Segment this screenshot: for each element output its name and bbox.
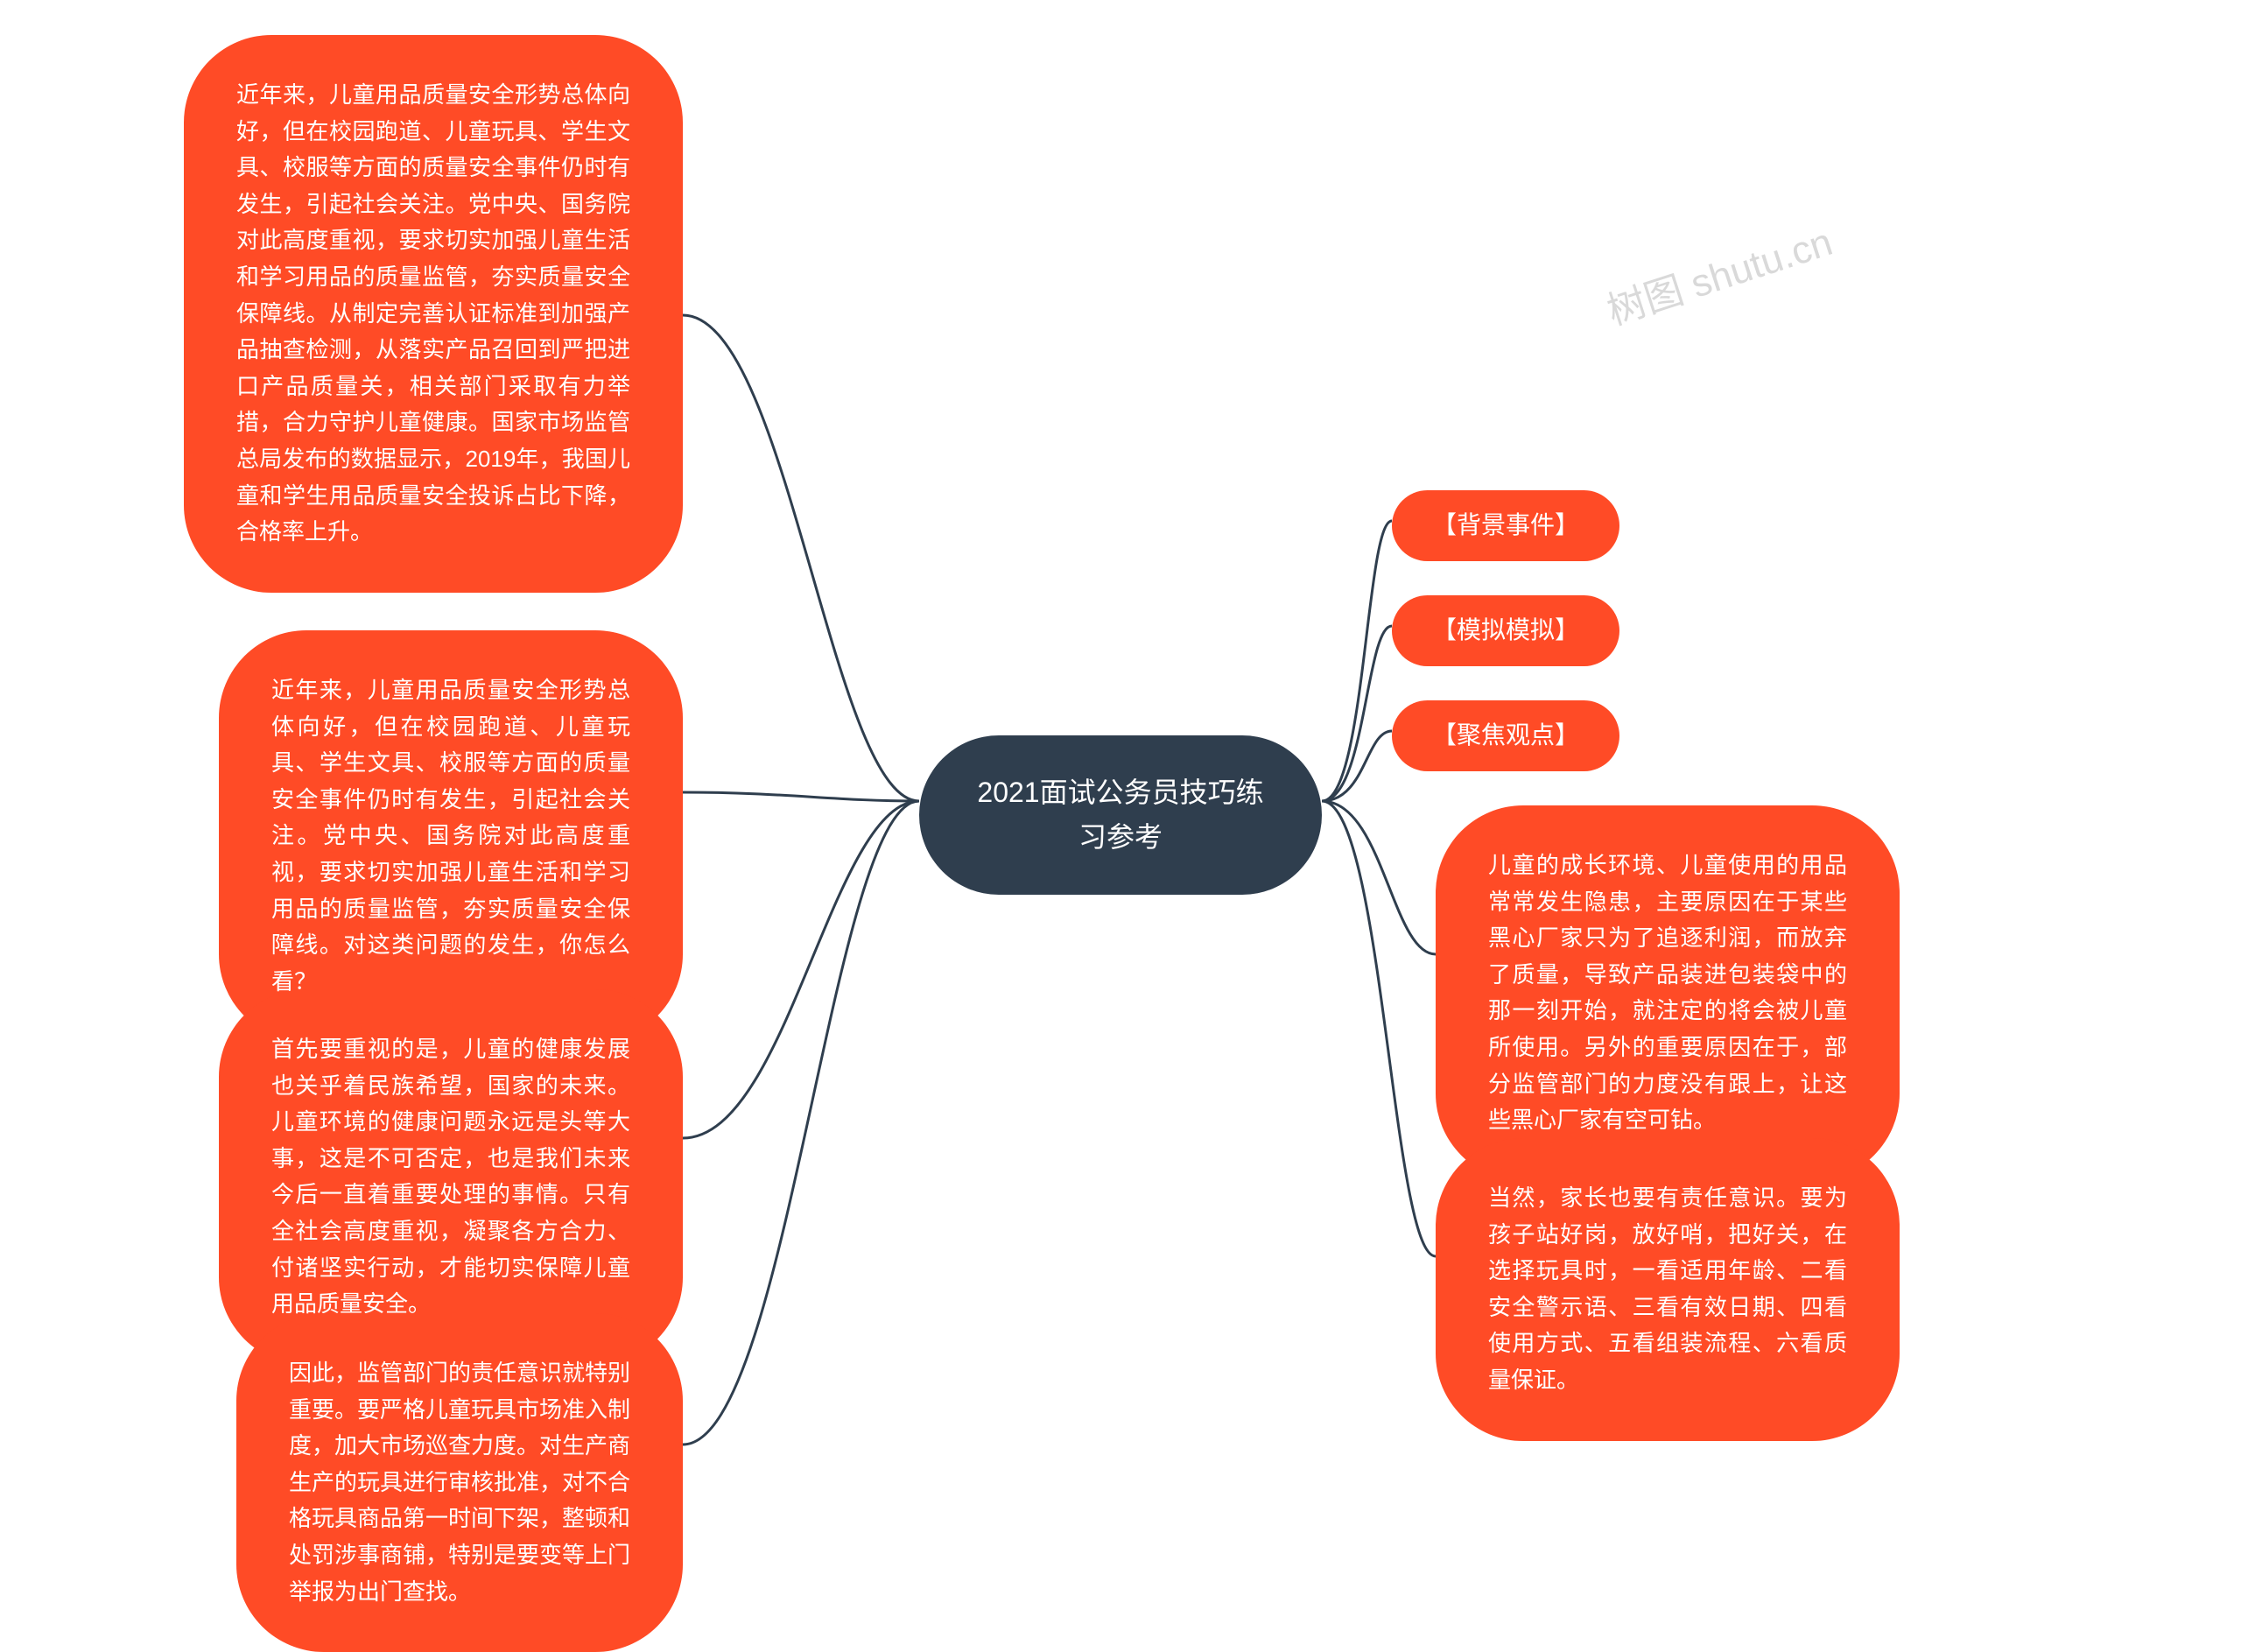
node-text: 因此，监管部门的责任意识就特别重要。要严格儿童玩具市场准入制度，加大市场巡查力度… (289, 1355, 630, 1610)
node-text: 近年来，儿童用品质量安全形势总体向好，但在校园跑道、儿童玩具、学生文具、校服等方… (236, 77, 630, 551)
left-node-1[interactable]: 近年来，儿童用品质量安全形势总体向好，但在校园跑道、儿童玩具、学生文具、校服等方… (184, 35, 683, 593)
center-node[interactable]: 2021面试公务员技巧练习参考 (919, 735, 1322, 895)
right-pill-focus[interactable]: 【聚焦观点】 (1392, 700, 1619, 771)
node-text: 儿童的成长环境、儿童使用的用品常常发生隐患，主要原因在于某些黑心厂家只为了追逐利… (1488, 847, 1847, 1139)
right-node-2[interactable]: 当然，家长也要有责任意识。要为孩子站好岗，放好哨，把好关，在选择玩具时，一看适用… (1436, 1138, 1900, 1441)
pill-label: 【背景事件】 (1432, 506, 1579, 545)
left-node-3[interactable]: 首先要重视的是，儿童的健康发展也关乎着民族希望，国家的未来。儿童环境的健康问题永… (219, 989, 683, 1365)
right-node-1[interactable]: 儿童的成长环境、儿童使用的用品常常发生隐患，主要原因在于某些黑心厂家只为了追逐利… (1436, 805, 1900, 1181)
pill-label: 【聚焦观点】 (1432, 716, 1579, 756)
node-text: 近年来，儿童用品质量安全形势总体向好，但在校园跑道、儿童玩具、学生文具、校服等方… (271, 672, 630, 1000)
pill-label: 【模拟模拟】 (1432, 611, 1579, 650)
right-pill-background[interactable]: 【背景事件】 (1392, 490, 1619, 561)
right-pill-simulate[interactable]: 【模拟模拟】 (1392, 595, 1619, 666)
node-text: 首先要重视的是，儿童的健康发展也关乎着民族希望，国家的未来。儿童环境的健康问题永… (271, 1031, 630, 1323)
left-node-4[interactable]: 因此，监管部门的责任意识就特别重要。要严格儿童玩具市场准入制度，加大市场巡查力度… (236, 1313, 683, 1652)
node-text: 当然，家长也要有责任意识。要为孩子站好岗，放好哨，把好关，在选择玩具时，一看适用… (1488, 1180, 1847, 1399)
left-node-2[interactable]: 近年来，儿童用品质量安全形势总体向好，但在校园跑道、儿童玩具、学生文具、校服等方… (219, 630, 683, 1042)
center-label: 2021面试公务员技巧练习参考 (972, 770, 1269, 860)
watermark: 树图 shutu.cn (1599, 210, 1838, 335)
